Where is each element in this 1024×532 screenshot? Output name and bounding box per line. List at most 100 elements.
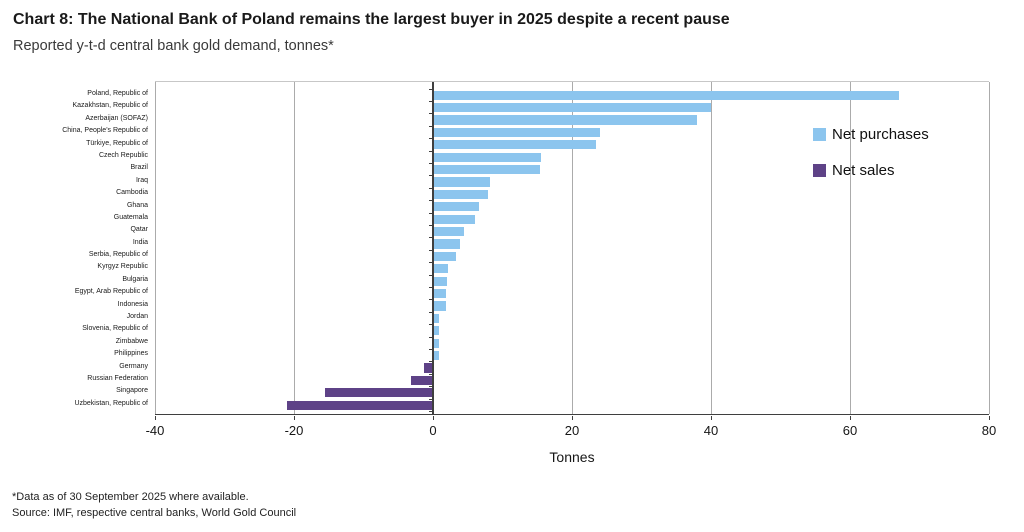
category-label: Poland, Republic of — [87, 90, 148, 97]
category-label: India — [132, 238, 148, 246]
legend-label: Net purchases — [832, 126, 929, 143]
chart-subtitle: Reported y-t-d central bank gold demand,… — [13, 38, 334, 54]
category-label: Slovenia, Republic of — [82, 325, 148, 333]
category-label: China, People's Republic of — [62, 127, 148, 135]
x-axis-tick-label: -20 — [284, 423, 304, 438]
category-label: Germany — [119, 362, 148, 370]
category-axis-tick — [428, 299, 433, 301]
category-axis-tick — [428, 150, 433, 152]
category-axis-tick — [428, 125, 433, 127]
bar-uzbekistan-republic-of — [287, 400, 433, 410]
category-axis-tick — [428, 88, 433, 90]
category-axis-tick — [428, 398, 433, 400]
category-axis-tick — [428, 100, 433, 102]
category-label: Türkiye, Republic of — [86, 139, 148, 147]
bar-azerbaijan-sofaz — [433, 115, 698, 125]
bar-singapore — [324, 388, 433, 398]
bar-iraq — [433, 177, 490, 187]
category-label: Iraq — [135, 176, 148, 184]
x-axis-title: Tonnes — [549, 449, 595, 465]
bar-kyrgyz-republic — [433, 264, 448, 274]
category-label: Indonesia — [117, 300, 148, 308]
x-axis-tick-label: 0 — [429, 423, 437, 438]
gridline — [293, 82, 295, 414]
bar-guatemala — [433, 214, 476, 224]
bar-serbia-republic-of — [433, 251, 456, 262]
bar-jordan — [433, 313, 440, 324]
x-axis-tick — [154, 416, 156, 420]
bar-egypt-arab-republic-of — [433, 288, 447, 299]
category-axis-tick — [428, 262, 433, 264]
bar-brazil — [433, 164, 541, 175]
category-label: Jordan — [126, 313, 148, 321]
x-axis-tick-label: 40 — [703, 423, 719, 438]
net-purchases-swatch-icon — [813, 128, 826, 141]
category-axis-tick — [428, 410, 433, 412]
bar-qatar — [433, 226, 464, 237]
category-axis-tick — [428, 274, 433, 276]
category-label: Uzbekistan, Republic of — [74, 399, 148, 407]
bar-zimbabwe — [433, 338, 440, 348]
bar-russian-federation — [411, 375, 433, 386]
x-axis-tick-label: 60 — [842, 423, 858, 438]
y-axis-labels: Poland, Republic of Kazakhstan, Republic … — [0, 88, 148, 410]
bar-germany — [423, 363, 433, 373]
x-axis-tick-label: 20 — [564, 423, 580, 438]
gridline — [571, 82, 573, 414]
category-label: Azerbaijan (SOFAZ) — [85, 114, 148, 122]
bar-philippines — [433, 350, 440, 361]
gridline — [154, 82, 156, 414]
category-axis-tick — [428, 187, 433, 189]
category-axis-tick — [428, 348, 433, 350]
x-axis-tick — [571, 416, 573, 420]
category-label: Russian Federation — [87, 374, 148, 382]
bar-cambodia — [433, 189, 488, 200]
footnote-data-note: *Data as of 30 September 2025 where avai… — [12, 491, 249, 503]
category-axis-tick — [428, 386, 433, 388]
category-axis-tick — [428, 361, 433, 363]
bar-indonesia — [433, 301, 447, 311]
bar-slovenia-republic-of — [433, 326, 440, 336]
net-sales-swatch-icon — [813, 164, 826, 177]
category-label: Qatar — [130, 226, 148, 234]
category-axis-tick — [428, 200, 433, 202]
legend-item-net-sales: Net sales — [813, 162, 929, 179]
category-label: Bulgaria — [122, 275, 148, 283]
category-axis-tick — [428, 311, 433, 313]
legend: Net purchases Net sales — [813, 126, 929, 198]
x-axis-tick — [710, 416, 712, 420]
chart-title: Chart 8: The National Bank of Poland rem… — [13, 11, 730, 28]
category-label: Czech Republic — [98, 151, 148, 159]
bar-kazakhstan-republic-of — [433, 102, 711, 113]
bar-t-rkiye-republic-of — [433, 140, 597, 150]
gridline — [710, 82, 712, 414]
footnote-source: Source: IMF, respective central banks, W… — [12, 507, 297, 519]
category-axis-tick — [428, 237, 433, 239]
category-axis-tick — [428, 138, 433, 140]
legend-label: Net sales — [832, 162, 895, 179]
category-label: Kazakhstan, Republic of — [72, 102, 149, 110]
category-label: Philippines — [114, 350, 148, 358]
category-axis-tick — [428, 336, 433, 338]
bar-china-people-s-republic-of — [433, 127, 600, 138]
x-axis-tick-label: 80 — [981, 423, 997, 438]
zero-axis-line — [432, 82, 434, 414]
x-axis-tick-label: -40 — [145, 423, 165, 438]
x-axis-tick — [432, 416, 434, 420]
category-axis-tick — [428, 286, 433, 288]
category-label: Cambodia — [116, 189, 148, 197]
category-label: Guatemala — [113, 213, 148, 221]
gridline — [988, 82, 990, 414]
category-axis-tick — [428, 249, 433, 251]
category-label: Singapore — [116, 387, 148, 395]
plot-area — [154, 81, 990, 420]
category-axis-tick — [428, 324, 433, 326]
category-label: Serbia, Republic of — [88, 251, 148, 259]
category-axis-tick — [428, 224, 433, 226]
bar-czech-republic — [433, 152, 541, 162]
x-axis-tick — [849, 416, 851, 420]
category-label: Kyrgyz Republic — [97, 263, 148, 271]
category-label: Brazil — [130, 164, 148, 172]
category-axis-tick — [428, 373, 433, 375]
